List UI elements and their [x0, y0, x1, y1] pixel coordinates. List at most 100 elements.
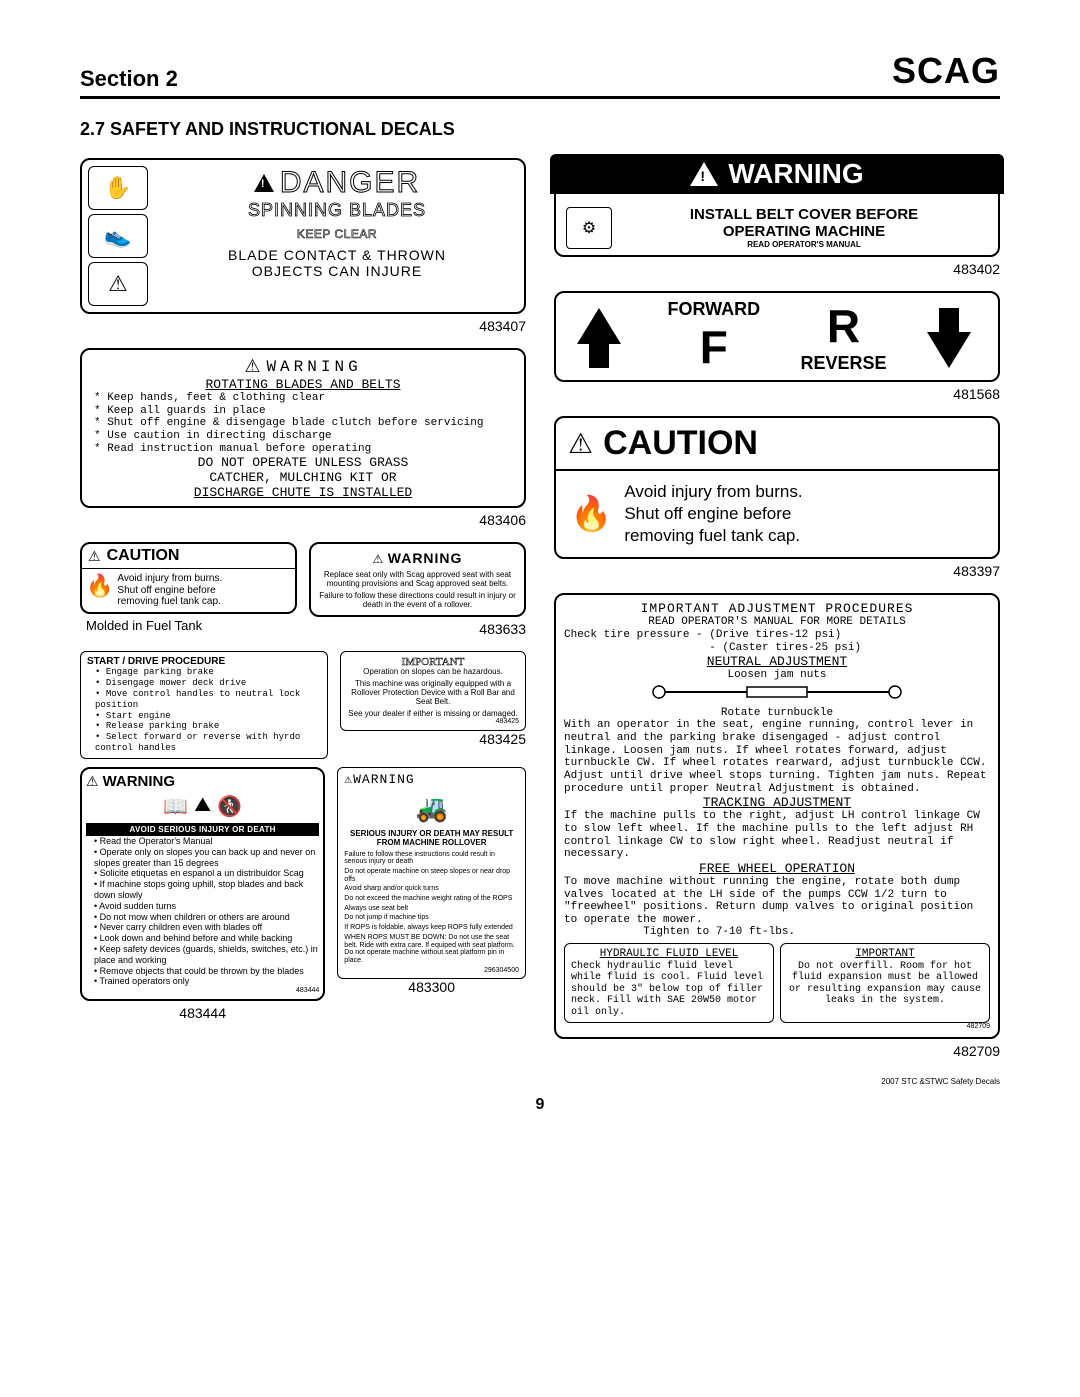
- list-item: Operate only on slopes you can back up a…: [94, 847, 319, 869]
- adj-imp-h: IMPORTANT: [787, 948, 983, 961]
- up-arrow-icon: [577, 308, 621, 344]
- hand-cut-icon: ✋: [88, 166, 148, 210]
- ro-title: WARNING: [353, 772, 415, 787]
- page-header: Section 2 SCAG: [80, 50, 1000, 99]
- as-list: Read the Operator's ManualOperate only o…: [86, 836, 319, 987]
- part-483425: 483425: [340, 731, 526, 747]
- as-id: 483444: [86, 987, 319, 995]
- rot-warn-sub: ROTATING BLADES AND BELTS: [88, 377, 518, 392]
- adj-track-h: TRACKING ADJUSTMENT: [564, 795, 990, 810]
- list-item: Use caution in directing discharge: [94, 430, 518, 443]
- part-483397: 483397: [554, 563, 1000, 579]
- adj-neutral-h: NEUTRAL ADJUSTMENT: [564, 654, 990, 669]
- decal-rollover: ⚠WARNING 🚜 SERIOUS INJURY OR DEATH MAY R…: [337, 767, 526, 979]
- sd-title: START / DRIVE PROCEDURE: [87, 656, 321, 667]
- adj-imp-body: Do not overfill. Room for hot fluid expa…: [787, 961, 983, 1007]
- cs-l1: Avoid injury from burns.: [117, 573, 222, 585]
- foot-cut-icon: 👟: [88, 214, 148, 258]
- rollover-icon: 🚜: [344, 787, 519, 830]
- danger-sub2: KEEP CLEAR: [156, 227, 518, 241]
- list-item: Solicite etiquetas en espanol a un distr…: [94, 868, 319, 879]
- imp-l3: See your dealer if either is missing or …: [347, 710, 519, 719]
- adj-track-body: If the machine pulls to the right, adjus…: [564, 810, 990, 861]
- rot-l2: CATCHER, MULCHING KIT OR: [88, 470, 518, 485]
- r-letter: R: [800, 299, 886, 353]
- cs-l2: Shut off engine before: [117, 585, 222, 597]
- footer-note: 2007 STC &STWC Safety Decals: [554, 1077, 1000, 1086]
- subsection-title: 2.7 SAFETY AND INSTRUCTIONAL DECALS: [80, 119, 1000, 140]
- danger-sub1: SPINNING BLADES: [156, 200, 518, 221]
- list-item: Avoid sharp and/or quick turns: [344, 885, 519, 893]
- warning-triangle-icon: ⚠: [568, 427, 593, 460]
- section-label: Section 2: [80, 66, 178, 92]
- list-item: If ROPS is foldable, always keep ROPS fu…: [344, 924, 519, 932]
- list-item: Engage parking brake: [95, 667, 321, 678]
- warning-triangle-icon: [690, 162, 718, 186]
- list-item: Do not exceed the machine weight rating …: [344, 895, 519, 903]
- adj-loosen: Loosen jam nuts: [564, 669, 990, 682]
- list-item: If machine stops going uphill, stop blad…: [94, 879, 319, 901]
- list-item: Read the Operator's Manual: [94, 836, 319, 847]
- seat-l2: Failure to follow these directions could…: [317, 592, 518, 610]
- thrown-object-icon: ⚠: [88, 262, 148, 306]
- list-item: Keep all guards in place: [94, 405, 518, 418]
- danger-sub3a: BLADE CONTACT & THROWN: [156, 247, 518, 263]
- list-item: Do not jump if machine tips: [344, 914, 519, 922]
- left-column: ✋ 👟 ⚠ DANGER SPINNING BLADES KEEP CLEAR …: [80, 158, 526, 1086]
- adj-title: IMPORTANT ADJUSTMENT PROCEDURES: [564, 601, 990, 616]
- list-item: Keep safety devices (guards, shields, sw…: [94, 944, 319, 966]
- sd-list: Engage parking brakeDisengage mower deck…: [87, 667, 321, 753]
- rot-warn-title: WARNING: [266, 358, 361, 376]
- part-481568: 481568: [554, 386, 1000, 402]
- as-bar: AVOID SERIOUS INJURY OR DEATH: [86, 823, 319, 836]
- manual-icon: 📖: [163, 794, 188, 819]
- list-item: Failure to follow these instructions cou…: [344, 851, 519, 866]
- adj-sub: READ OPERATOR'S MANUAL FOR MORE DETAILS: [564, 616, 990, 629]
- danger-sub3b: OBJECTS CAN INJURE: [156, 263, 518, 279]
- page-number: 9: [80, 1096, 1000, 1114]
- list-item: Keep hands, feet & clothing clear: [94, 392, 518, 405]
- as-title: WARNING: [103, 773, 176, 790]
- caution-small-title: CAUTION: [107, 547, 180, 565]
- fwd-label: FORWARD: [667, 299, 760, 320]
- belt-icon: ⚙: [566, 207, 612, 249]
- list-item: Release parking brake: [95, 721, 321, 732]
- cb-l2: Shut off engine before: [624, 503, 802, 525]
- down-arrow-icon: [927, 332, 971, 368]
- ro-bold: SERIOUS INJURY OR DEATH MAY RESULT FROM …: [344, 830, 519, 848]
- ro-list: Failure to follow these instructions cou…: [344, 851, 519, 965]
- bc-l3: READ OPERATOR'S MANUAL: [620, 240, 988, 249]
- seat-l1: Replace seat only with Scag approved sea…: [317, 571, 518, 589]
- decal-start-drive: START / DRIVE PROCEDURE Engage parking b…: [80, 651, 328, 758]
- list-item: Select forward or reverse with hyrdo con…: [95, 732, 321, 754]
- list-item: Never carry children even with blades of…: [94, 922, 319, 933]
- decal-fwd-rev: FORWARD F R REVERSE: [554, 291, 1000, 382]
- decal-seat-warn: ⚠ WARNING Replace seat only with Scag ap…: [309, 542, 526, 617]
- slope-icon: ⛰: [194, 794, 211, 819]
- part-483633: 483633: [309, 621, 526, 637]
- adj-rotate: Rotate turnbuckle: [564, 707, 990, 720]
- list-item: Avoid sudden turns: [94, 901, 319, 912]
- part-482709: 482709: [554, 1043, 1000, 1059]
- adj-hyd-h: HYDRAULIC FLUID LEVEL: [571, 948, 767, 961]
- adj-neutral-body: With an operator in the seat, engine run…: [564, 719, 990, 795]
- part-483402: 483402: [554, 261, 1000, 277]
- cb-l1: Avoid injury from burns.: [624, 481, 802, 503]
- decal-adjustment: IMPORTANT ADJUSTMENT PROCEDURES READ OPE…: [554, 593, 1000, 1039]
- imp-l2: This machine was originally equipped wit…: [347, 680, 519, 706]
- rot-l3: DISCHARGE CHUTE IS INSTALLED: [88, 485, 518, 500]
- turnbuckle-diagram: [647, 682, 907, 702]
- child-icon: 🚷: [217, 794, 242, 819]
- imp-id: 483425: [347, 718, 519, 726]
- adj-tire: Check tire pressure - (Drive tires-12 ps…: [564, 629, 990, 654]
- molded-note: Molded in Fuel Tank: [86, 618, 297, 633]
- decal-important-rops: IMPORTANT Operation on slopes can be haz…: [340, 651, 526, 731]
- list-item: Do not mow when children or others are a…: [94, 912, 319, 923]
- flame-icon: 🔥: [86, 573, 113, 608]
- list-item: Trained operators only: [94, 976, 319, 987]
- imp-l1: Operation on slopes can be hazardous.: [347, 668, 519, 677]
- seat-title: WARNING: [388, 550, 463, 566]
- adj-id: 482709: [564, 1023, 990, 1031]
- part-483407: 483407: [80, 318, 526, 334]
- f-letter: F: [667, 320, 760, 374]
